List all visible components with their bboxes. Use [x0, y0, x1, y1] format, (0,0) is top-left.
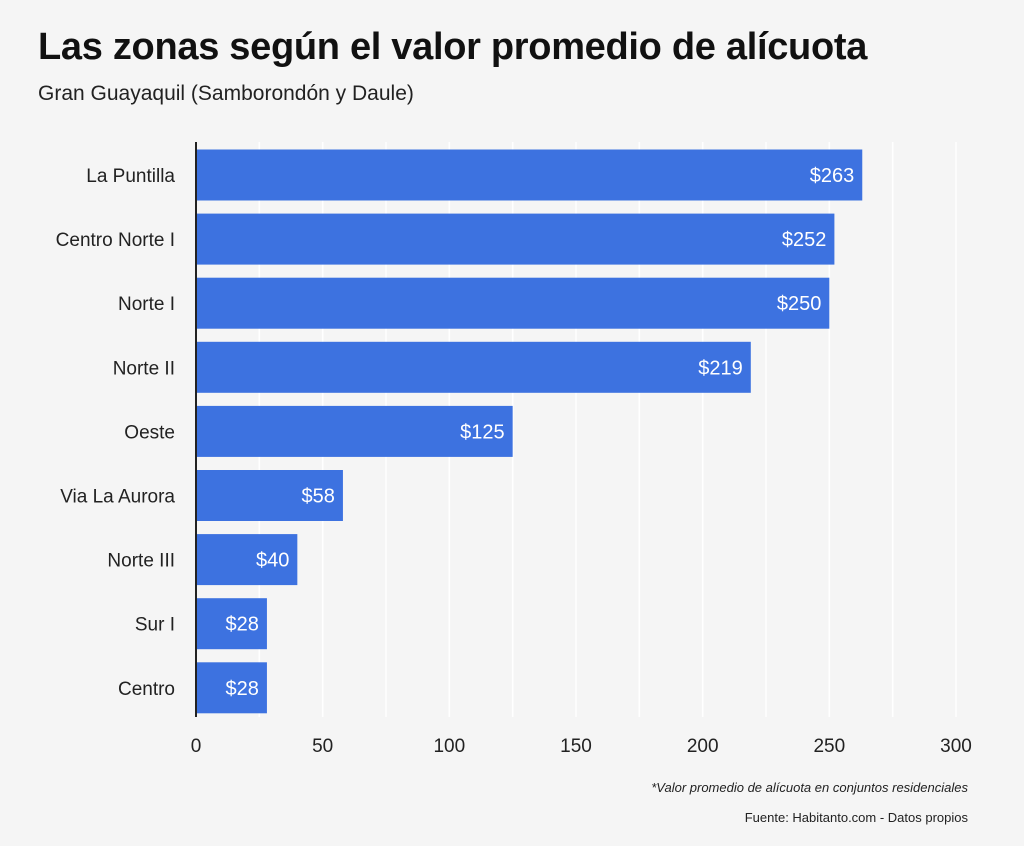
category-label: La Puntilla — [86, 166, 175, 187]
chart-source: Fuente: Habitanto.com - Datos propios — [744, 810, 968, 825]
data-label: $28 — [226, 678, 259, 700]
bar — [196, 341, 751, 393]
category-label: Norte II — [113, 358, 175, 379]
chart-footnote: *Valor promedio de alícuota en conjuntos… — [651, 780, 968, 795]
category-label: Centro — [118, 679, 175, 700]
x-tick-label: 200 — [687, 736, 719, 757]
bar — [196, 598, 267, 650]
x-tick-label: 50 — [312, 736, 333, 757]
data-label: $28 — [226, 614, 259, 636]
x-tick-label: 100 — [433, 736, 465, 757]
data-label: $125 — [460, 421, 505, 443]
bar — [196, 149, 863, 201]
bar — [196, 470, 343, 521]
data-label: $252 — [782, 229, 827, 251]
x-tick-label: 0 — [191, 736, 202, 757]
data-label: $250 — [777, 293, 822, 315]
bar — [196, 534, 298, 586]
category-label: Norte I — [118, 294, 175, 315]
bar — [196, 213, 835, 265]
category-label: Oeste — [124, 422, 175, 443]
chart-subtitle: Gran Guayaquil (Samborondón y Daule) — [38, 82, 414, 105]
data-label: $58 — [302, 486, 335, 508]
data-label: $40 — [256, 550, 289, 572]
x-tick-label: 300 — [940, 736, 972, 757]
category-label: Norte III — [107, 551, 175, 572]
x-tick-label: 250 — [813, 736, 845, 757]
category-label: Via La Aurora — [60, 487, 175, 508]
bar — [196, 405, 513, 457]
data-label: $263 — [810, 165, 855, 187]
category-label: Centro Norte I — [56, 230, 175, 251]
x-tick-label: 150 — [560, 736, 592, 757]
bar — [196, 662, 267, 714]
chart-title: Las zonas según el valor promedio de alí… — [38, 26, 868, 68]
data-label: $219 — [698, 357, 743, 379]
category-label: Sur I — [135, 615, 175, 636]
bar — [196, 277, 830, 329]
